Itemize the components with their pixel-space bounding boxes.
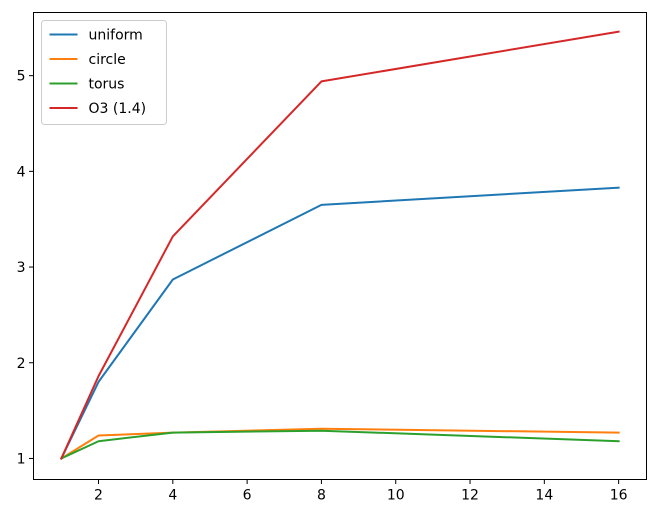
x-tick-label: 4 [168, 488, 177, 504]
x-tick-label: 16 [610, 488, 628, 504]
x-tick-label: 2 [94, 488, 103, 504]
legend: uniform circle torus O3 (1.4) [41, 20, 167, 125]
series-line-uniform [60, 186, 620, 460]
legend-label: torus [89, 77, 125, 93]
y-tick-label: 3 [17, 260, 26, 276]
legend-label: uniform [89, 28, 143, 44]
legend-box [41, 20, 167, 125]
y-tick-label: 2 [17, 356, 26, 372]
y-axis: 1 2 3 4 5 [17, 69, 34, 467]
x-tick-label: 12 [461, 488, 479, 504]
plot-area-frame [33, 12, 647, 480]
legend-label: circle [89, 52, 126, 68]
series-line-o3-1-4 [60, 30, 620, 460]
y-tick-label: 1 [17, 451, 26, 467]
x-tick-label: 10 [387, 488, 405, 504]
series-lines [59, 30, 620, 460]
y-tick-label: 4 [17, 164, 26, 180]
legend-label: O3 (1.4) [89, 101, 147, 117]
series-line-circle [59, 427, 620, 460]
x-tick-label: 6 [243, 488, 252, 504]
x-axis: 2 4 6 8 10 12 14 16 [94, 479, 628, 504]
y-tick-label: 5 [17, 69, 26, 85]
x-tick-label: 8 [317, 488, 326, 504]
series-line-torus [60, 429, 620, 460]
x-tick-label: 14 [535, 488, 553, 504]
